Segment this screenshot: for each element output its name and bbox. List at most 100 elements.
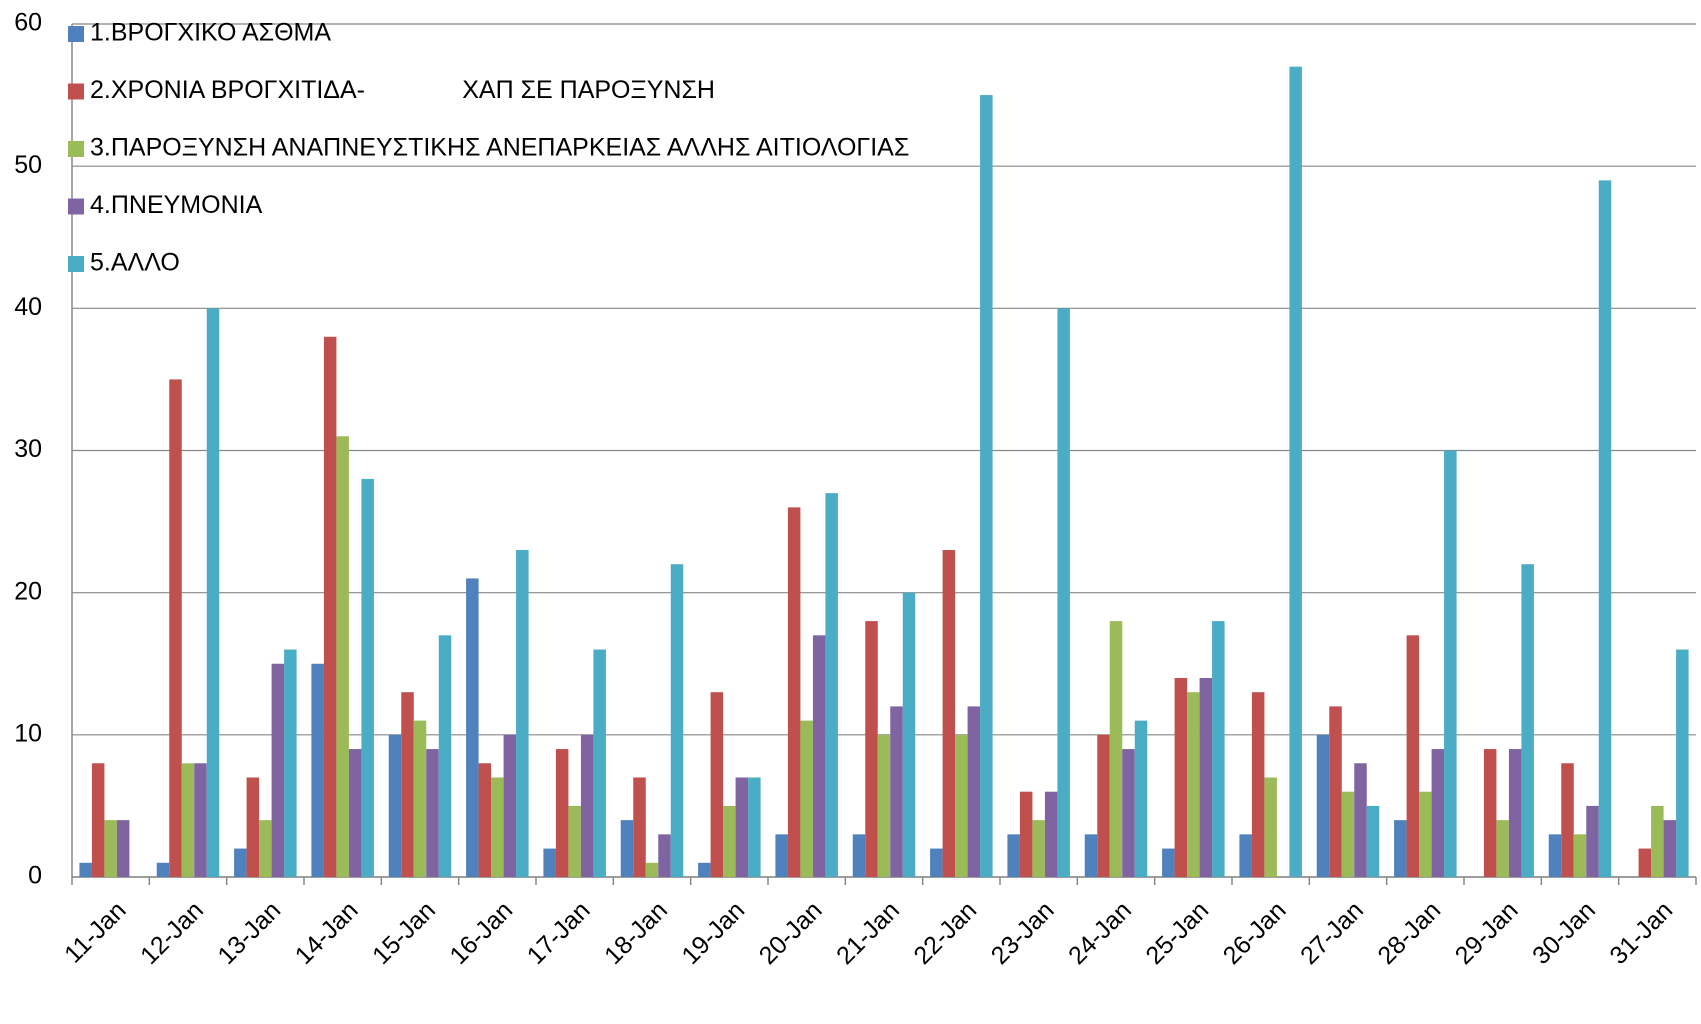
bar bbox=[698, 862, 711, 877]
bar bbox=[1394, 820, 1407, 877]
bar bbox=[580, 734, 594, 877]
bar bbox=[633, 777, 646, 877]
legend-label: 2.ΧΡΟΝΙΑ ΒΡΟΓΧΙΤΙΔΑ- ΧΑΠ ΣΕ ΠΑΡΟΞΥΝΣΗ bbox=[90, 76, 715, 104]
bar bbox=[169, 379, 182, 877]
bar bbox=[1019, 791, 1033, 877]
bar bbox=[1598, 180, 1612, 878]
legend-label: 5.ΑΛΛΟ bbox=[90, 249, 180, 277]
bar bbox=[271, 663, 285, 877]
bar bbox=[1162, 848, 1175, 877]
bar bbox=[1406, 635, 1420, 877]
bar bbox=[967, 706, 981, 877]
bar bbox=[336, 436, 349, 877]
bar bbox=[1419, 791, 1432, 877]
y-tick-label: 40 bbox=[14, 293, 42, 321]
x-tick-label: 15-Jan bbox=[367, 896, 441, 970]
y-tick-label: 20 bbox=[14, 577, 42, 605]
bar bbox=[323, 336, 337, 877]
bar bbox=[1366, 805, 1380, 877]
x-tick-label: 26-Jan bbox=[1218, 896, 1292, 970]
x-tick-label: 29-Jan bbox=[1450, 896, 1524, 970]
bar bbox=[658, 834, 671, 877]
bar bbox=[812, 635, 826, 877]
bar bbox=[1032, 820, 1045, 877]
bar bbox=[825, 493, 838, 877]
bar bbox=[284, 649, 297, 877]
bar bbox=[1084, 834, 1098, 877]
bar bbox=[890, 706, 903, 877]
bar bbox=[1316, 734, 1330, 877]
x-tick-label: 12-Jan bbox=[135, 896, 209, 970]
bar bbox=[735, 777, 749, 877]
x-tick-label: 30-Jan bbox=[1527, 896, 1601, 970]
bar bbox=[930, 848, 943, 877]
bar bbox=[852, 834, 866, 877]
x-tick-label: 31-Jan bbox=[1604, 896, 1678, 970]
bar bbox=[1109, 621, 1123, 877]
bar bbox=[1044, 791, 1058, 877]
bar bbox=[1354, 763, 1367, 877]
bar bbox=[361, 478, 374, 877]
legend-swatch bbox=[68, 256, 84, 272]
bar bbox=[1431, 749, 1445, 877]
x-tick-label: 28-Jan bbox=[1372, 896, 1446, 970]
bar bbox=[670, 564, 684, 877]
bar bbox=[555, 749, 569, 877]
legend-swatch bbox=[68, 83, 84, 100]
legend-swatch bbox=[68, 26, 84, 42]
x-tick-label: 22-Jan bbox=[908, 896, 982, 970]
bar bbox=[1134, 720, 1148, 877]
bar bbox=[181, 763, 195, 877]
bar bbox=[877, 734, 891, 877]
bar bbox=[1651, 805, 1664, 877]
bar bbox=[234, 848, 247, 877]
bar bbox=[1329, 706, 1342, 877]
bar bbox=[1483, 749, 1497, 877]
x-tick-label: 17-Jan bbox=[522, 896, 596, 970]
bar bbox=[1496, 820, 1509, 877]
bar bbox=[1638, 848, 1652, 877]
y-tick-label: 10 bbox=[14, 719, 42, 747]
bar bbox=[645, 862, 659, 877]
x-tick-label: 19-Jan bbox=[676, 896, 750, 970]
bar bbox=[91, 763, 105, 877]
bar bbox=[156, 862, 170, 877]
bar bbox=[478, 763, 492, 877]
bar bbox=[710, 692, 724, 877]
bar bbox=[401, 692, 414, 877]
x-tick-label: 16-Jan bbox=[444, 896, 518, 970]
legend-label: 4.ΠΝΕΥΜΟΝΙΑ bbox=[90, 191, 263, 219]
bar bbox=[1212, 621, 1225, 877]
bar bbox=[1663, 820, 1677, 877]
bar bbox=[568, 805, 581, 877]
bar bbox=[79, 862, 92, 877]
bar bbox=[1122, 749, 1135, 877]
bar bbox=[1508, 749, 1522, 877]
legend-swatch bbox=[68, 141, 84, 157]
bar bbox=[206, 308, 220, 877]
bar bbox=[516, 550, 529, 877]
bar bbox=[503, 734, 517, 877]
bar bbox=[388, 734, 402, 877]
legend-swatch bbox=[68, 198, 84, 215]
x-tick-label: 14-Jan bbox=[290, 896, 364, 970]
bar bbox=[1561, 763, 1574, 877]
bar bbox=[466, 578, 479, 877]
bar bbox=[348, 749, 362, 877]
bar bbox=[902, 592, 916, 877]
bar bbox=[1521, 564, 1534, 877]
bar bbox=[1444, 450, 1457, 877]
y-tick-label: 60 bbox=[14, 9, 42, 37]
bar bbox=[1341, 791, 1355, 877]
x-tick-label: 21-Jan bbox=[831, 896, 905, 970]
bar bbox=[246, 777, 260, 877]
bar bbox=[800, 720, 813, 877]
bar bbox=[116, 820, 130, 877]
bar bbox=[311, 663, 324, 877]
bar bbox=[1573, 834, 1587, 877]
bar bbox=[865, 621, 878, 877]
y-tick-label: 0 bbox=[28, 862, 42, 890]
bar bbox=[491, 777, 504, 877]
